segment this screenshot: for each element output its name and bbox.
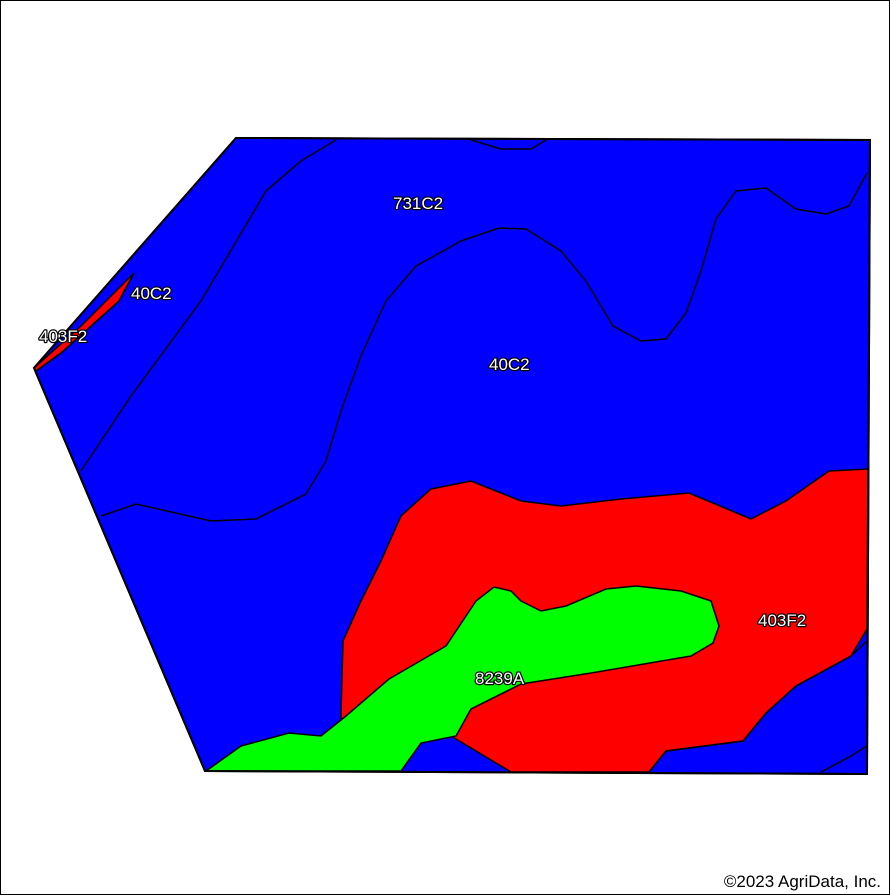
soil-label-403F2-east: 403F2 [758, 611, 806, 630]
soil-boundary-40C2-west [35, 272, 135, 372]
copyright-notice: ©2023 AgriData, Inc. [723, 872, 881, 891]
soil-boundary-corner [820, 745, 868, 773]
soil-boundary-bottom-right [648, 640, 868, 773]
soil-label-8239A: 8239A [475, 669, 525, 688]
soil-label-40C2-west: 40C2 [131, 284, 172, 303]
soil-label-40C2-center: 40C2 [489, 355, 530, 374]
soil-boundary-731C2-top-notch [470, 139, 547, 150]
soil-polygon-8239A [203, 585, 720, 772]
soil-label-403F2-west: 403F2 [39, 327, 87, 346]
soil-label-731C2: 731C2 [393, 194, 443, 213]
soil-boundary-731C2-40C2-north [80, 139, 337, 472]
field-outline [32, 136, 872, 776]
soil-boundary-40C2-main [100, 172, 868, 522]
